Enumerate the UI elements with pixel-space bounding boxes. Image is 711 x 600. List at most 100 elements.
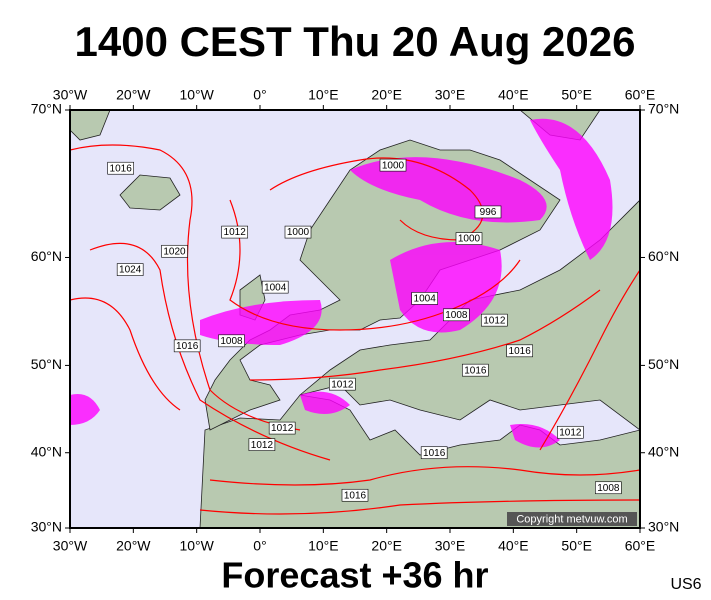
isobar-label-box xyxy=(379,158,407,172)
isobar-label-box xyxy=(506,344,533,358)
isobar-label-box xyxy=(329,377,356,391)
x-tick-label: 40°E xyxy=(498,87,529,103)
isobar-label: 1000 xyxy=(458,234,481,245)
isobar-label-box xyxy=(443,308,470,322)
y-tick-label: 40°N xyxy=(648,443,679,459)
isobar-label-box xyxy=(284,225,312,239)
isobar-label: 1004 xyxy=(264,282,287,293)
x-tick-label: 30°W xyxy=(53,538,88,554)
isobar-label-box xyxy=(268,421,296,435)
iceland xyxy=(119,174,181,211)
isobar-line xyxy=(539,269,640,451)
isobar-lines xyxy=(70,144,640,515)
rain-area xyxy=(530,118,613,260)
isobar-line xyxy=(199,499,640,515)
isobar-label: 1008 xyxy=(220,336,243,347)
x-tick-label: 10°E xyxy=(308,87,339,103)
isobar-label-box xyxy=(341,488,369,502)
x-tick-label: 40°E xyxy=(498,538,529,554)
isobar-label: 1004 xyxy=(414,294,437,305)
precipitation xyxy=(70,118,613,448)
x-tick-label: 10°W xyxy=(179,87,214,103)
isobar-line xyxy=(70,297,181,411)
isobar-label-box xyxy=(411,292,438,305)
y-tick-label: 70°N xyxy=(31,101,62,117)
isobar-label-box xyxy=(107,161,134,175)
isobar-label-box xyxy=(462,363,489,377)
isobar-label: 1016 xyxy=(464,365,487,376)
isobar-label-box xyxy=(557,425,584,439)
isobar-line xyxy=(209,466,640,486)
isobar-label: 1012 xyxy=(251,440,274,451)
isobar-line xyxy=(269,157,484,241)
isobar-label: 996 xyxy=(480,207,497,218)
y-tick-label: 60°N xyxy=(648,248,679,264)
isobar-label: 1008 xyxy=(597,483,620,494)
isobar-label-box xyxy=(218,334,245,348)
isobar-label-box xyxy=(173,339,201,353)
isobar-label: 1016 xyxy=(176,341,199,352)
x-tick-label: 50°E xyxy=(561,87,592,103)
isobar-label: 1008 xyxy=(445,310,468,321)
x-tick-label: 60°E xyxy=(625,538,656,554)
rain-area xyxy=(510,424,560,448)
x-tick-label: 30°E xyxy=(435,87,466,103)
rain-area xyxy=(300,391,350,414)
isobar-label: 1012 xyxy=(331,379,354,390)
isobar-label: 1024 xyxy=(119,265,142,276)
isobar-label-box xyxy=(420,446,448,460)
rain-area xyxy=(70,394,100,425)
copyright: Copyright metvuw.com xyxy=(516,513,627,525)
x-tick-label: 20°E xyxy=(371,538,402,554)
isobar-label-box xyxy=(595,481,622,495)
x-tick-label: 30°W xyxy=(53,87,88,103)
x-tick-label: 20°W xyxy=(116,538,151,554)
forecast-label: Forecast +36 hr xyxy=(221,555,488,596)
isobar-label-box xyxy=(261,280,289,294)
model-label: US6 xyxy=(670,576,701,593)
rain-area xyxy=(200,300,322,345)
y-tick-label: 40°N xyxy=(31,443,62,459)
isobar-label: 1012 xyxy=(483,315,506,326)
isobar-label: 1012 xyxy=(559,427,582,438)
map-frame xyxy=(69,109,641,529)
y-tick-label: 60°N xyxy=(31,248,62,264)
y-tick-label: 70°N xyxy=(648,101,679,117)
x-tick-label: 10°W xyxy=(179,538,214,554)
isobar-label: 1020 xyxy=(163,246,186,257)
y-tick-label: 50°N xyxy=(648,356,679,372)
x-tick-label: 0° xyxy=(253,87,266,103)
isobar-label: 1012 xyxy=(224,227,247,238)
annotations: 30°W 30°W 20°W 20°W 10°W 10°W 0° 0° 10°E 10°E 20°E… xyxy=(31,87,680,554)
isobar-line xyxy=(249,289,601,381)
isobar-label-box xyxy=(481,313,508,327)
copyright-box xyxy=(507,512,637,526)
isobar-label-box xyxy=(161,244,188,258)
title: 1400 CEST Thu 20 Aug 2026 xyxy=(75,18,636,65)
x-tick-label: 30°E xyxy=(435,538,466,554)
isobar-line xyxy=(89,242,331,461)
x-tick-label: 0° xyxy=(253,538,266,554)
isobar-label: 1000 xyxy=(382,160,405,171)
isobar-label: 1012 xyxy=(271,423,294,434)
y-tick-label: 30°N xyxy=(31,519,62,535)
greenland xyxy=(70,110,111,141)
isobar-label-box xyxy=(248,438,276,451)
x-tick-label: 50°E xyxy=(561,538,592,554)
x-tick-label: 20°W xyxy=(116,87,151,103)
rain-area xyxy=(390,242,502,333)
y-tick-label: 30°N xyxy=(648,519,679,535)
isobar-label: 1016 xyxy=(344,490,367,501)
x-tick-label: 20°E xyxy=(371,87,402,103)
isobar-label: 1000 xyxy=(287,227,310,238)
isobar-label: 1016 xyxy=(110,163,133,174)
x-tick-label: 10°E xyxy=(308,538,339,554)
map-area xyxy=(70,110,640,528)
isobar-label-box xyxy=(455,232,483,245)
isobar-label-box xyxy=(221,225,248,239)
isobar-label-box xyxy=(474,205,502,219)
x-tick-label: 60°E xyxy=(625,87,656,103)
isobar-line xyxy=(70,144,301,431)
y-tick-label: 50°N xyxy=(31,356,62,372)
